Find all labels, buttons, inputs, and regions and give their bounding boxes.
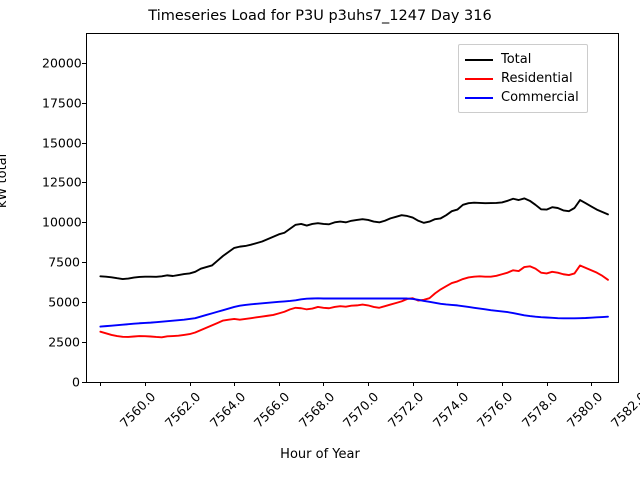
x-tick-mark: [501, 382, 503, 386]
y-tick-mark: [82, 142, 86, 144]
x-tick-label: 7578.0: [518, 389, 561, 431]
series-line-residential: [99, 264, 609, 339]
legend-item-residential: Residential: [465, 69, 579, 88]
y-tick-label: 5000: [48, 294, 80, 310]
x-tick-mark: [546, 382, 548, 386]
y-tick-mark: [82, 62, 86, 64]
x-tick-label: 7564.0: [206, 389, 248, 431]
x-tick-mark: [234, 382, 236, 386]
x-tick-mark: [591, 382, 593, 386]
chart-legend: Total Residential Commercial: [458, 44, 588, 113]
series-line-commercial: [99, 297, 609, 328]
y-tick-mark: [82, 342, 86, 344]
y-tick-mark: [82, 102, 86, 104]
legend-swatch-line-icon: [465, 77, 493, 80]
legend-label: Commercial: [501, 90, 579, 105]
legend-label: Residential: [501, 71, 573, 86]
x-tick-label: 7580.0: [563, 389, 605, 431]
x-tick-label: 7572.0: [384, 389, 427, 431]
y-tick-label: 20000: [42, 55, 82, 71]
legend-item-commercial: Commercial: [465, 88, 579, 107]
y-tick-label: 0: [72, 374, 80, 390]
y-tick-mark: [82, 222, 86, 224]
legend-item-total: Total: [465, 50, 579, 69]
plot-area: [86, 33, 619, 383]
legend-swatch-line-icon: [465, 96, 493, 99]
x-tick-mark: [189, 382, 191, 386]
x-tick-label: 7570.0: [340, 389, 382, 431]
x-tick-label: 7560.0: [117, 389, 159, 431]
x-tick-mark: [412, 382, 414, 386]
legend-label: Total: [501, 52, 532, 67]
chart-title: Timeseries Load for P3U p3uhs7_1247 Day …: [148, 8, 492, 24]
y-tick-label: 7500: [48, 254, 80, 270]
series-canvas: [99, 197, 609, 339]
y-tick-label: 15000: [42, 135, 82, 151]
y-tick-label: 17500: [42, 95, 82, 111]
y-tick-mark: [82, 302, 86, 304]
series-line-total: [99, 197, 609, 280]
x-tick-label: 7576.0: [474, 389, 516, 431]
x-tick-label: 7582.0: [608, 389, 640, 431]
x-tick-mark: [145, 382, 146, 386]
y-tick-mark: [82, 182, 86, 184]
y-tick-label: 2500: [48, 334, 80, 350]
x-axis-label: Hour of Year: [280, 447, 360, 462]
x-tick-mark: [457, 382, 459, 386]
x-tick-mark: [323, 382, 325, 386]
y-tick-mark: [82, 382, 86, 383]
x-tick-mark: [368, 382, 370, 386]
x-tick-mark: [100, 382, 102, 386]
x-tick-label: 7574.0: [429, 389, 472, 431]
y-tick-label: 10000: [42, 214, 82, 230]
x-tick-mark: [278, 382, 280, 386]
legend-swatch-line-icon: [465, 58, 493, 61]
y-tick-mark: [82, 262, 86, 264]
x-tick-label: 7562.0: [161, 389, 204, 431]
x-tick-label: 7566.0: [251, 389, 293, 431]
y-tick-label: 12500: [42, 174, 82, 190]
x-tick-label: 7568.0: [295, 389, 338, 431]
